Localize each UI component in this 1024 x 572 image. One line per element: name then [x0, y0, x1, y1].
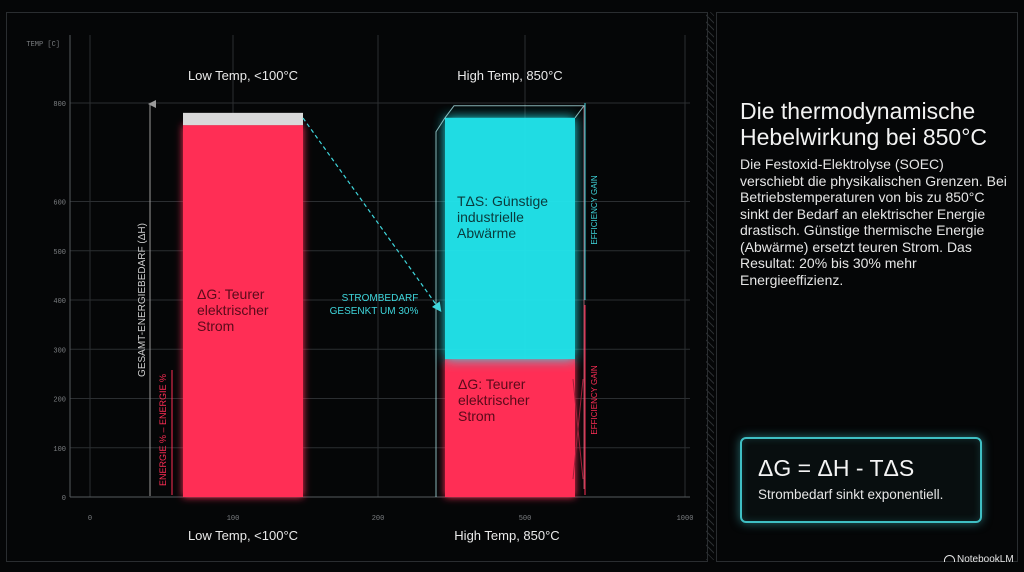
box-edge-left	[435, 117, 446, 497]
x-tick-label: 1000	[677, 515, 694, 523]
x-tick-label: 500	[519, 515, 532, 523]
x-tick-label: 200	[372, 515, 385, 523]
y-axis-label-secondary: ENERGIE % – ENERGIE %	[158, 374, 168, 486]
y-tick-label: 500	[53, 249, 66, 257]
bottom-label-low: Low Temp, <100°C	[188, 528, 298, 543]
frame-divider	[706, 12, 714, 560]
y-tick-label: 800	[53, 101, 66, 109]
x-tick-label: 0	[88, 515, 92, 523]
bar-high-temp-dg-label: Strom	[458, 408, 495, 424]
reduction-label-line2: GESENKT UM 30%	[330, 306, 419, 317]
bar-low-temp-label: ΔG: Teurer	[197, 286, 265, 302]
y-tick-label: 300	[53, 347, 66, 355]
y-tick-label: 100	[53, 446, 66, 454]
efficiency-gain-upper: EFFICIENCY GAIN	[590, 175, 599, 244]
formula-box: ΔG = ΔH - TΔS Strombedarf sinkt exponent…	[740, 437, 982, 523]
reduction-label-line1: STROMBEDARF	[342, 293, 419, 304]
bottom-label-high: High Temp, 850°C	[454, 528, 559, 543]
bar-high-temp-dg-label: ΔG: Teurer	[458, 376, 526, 392]
y-axis-label: GESAMT-ENERGIEBEDARF (ΔH)	[137, 223, 148, 377]
bar-low-temp-label: elektrischer	[197, 302, 269, 318]
x-tick-label: 100	[227, 515, 240, 523]
bar-high-temp-tds-label: Abwärme	[457, 225, 516, 241]
y-tick-label: 200	[53, 397, 66, 405]
top-label-high: High Temp, 850°C	[457, 68, 562, 83]
bar-low-temp-dg	[183, 125, 303, 497]
y-tick-label: 600	[53, 200, 66, 208]
box-edge-top	[444, 105, 585, 119]
top-label-low: Low Temp, <100°C	[188, 68, 298, 83]
formula-caption: Strombedarf sinkt exponentiell.	[758, 487, 944, 502]
bar-low-temp-tds	[183, 112, 303, 126]
reduction-arrow	[302, 117, 442, 312]
y-tick-label: 400	[53, 298, 66, 306]
bar-high-temp-dg	[445, 359, 575, 497]
brand-label: NotebookLM	[944, 554, 1014, 565]
y-tick-label: 0	[62, 495, 66, 503]
bar-high-temp-tds-label: TΔS: Günstige	[457, 193, 548, 209]
info-panel-frame	[716, 12, 1018, 562]
panel-title: Die thermodynamische Hebelwirkung bei 85…	[740, 98, 988, 150]
bar-low-temp-label: Strom	[197, 318, 234, 334]
efficiency-gain-lower: EFFICIENCY GAIN	[590, 365, 599, 434]
y-axis-title: TEMP [C]	[26, 41, 60, 49]
bar-high-temp-tds-label: industrielle	[457, 209, 524, 225]
bar-high-temp-dg-label: elektrischer	[458, 392, 530, 408]
box-cross-2	[572, 379, 584, 480]
brand-text: NotebookLM	[957, 554, 1014, 565]
bar-high-temp-tds	[445, 117, 575, 360]
notebooklm-logo-icon	[944, 555, 955, 562]
panel-description: Die Festoxid-Elektrolyse (SOEC) verschie…	[740, 156, 1007, 288]
formula-equation: ΔG = ΔH - TΔS	[758, 455, 915, 481]
